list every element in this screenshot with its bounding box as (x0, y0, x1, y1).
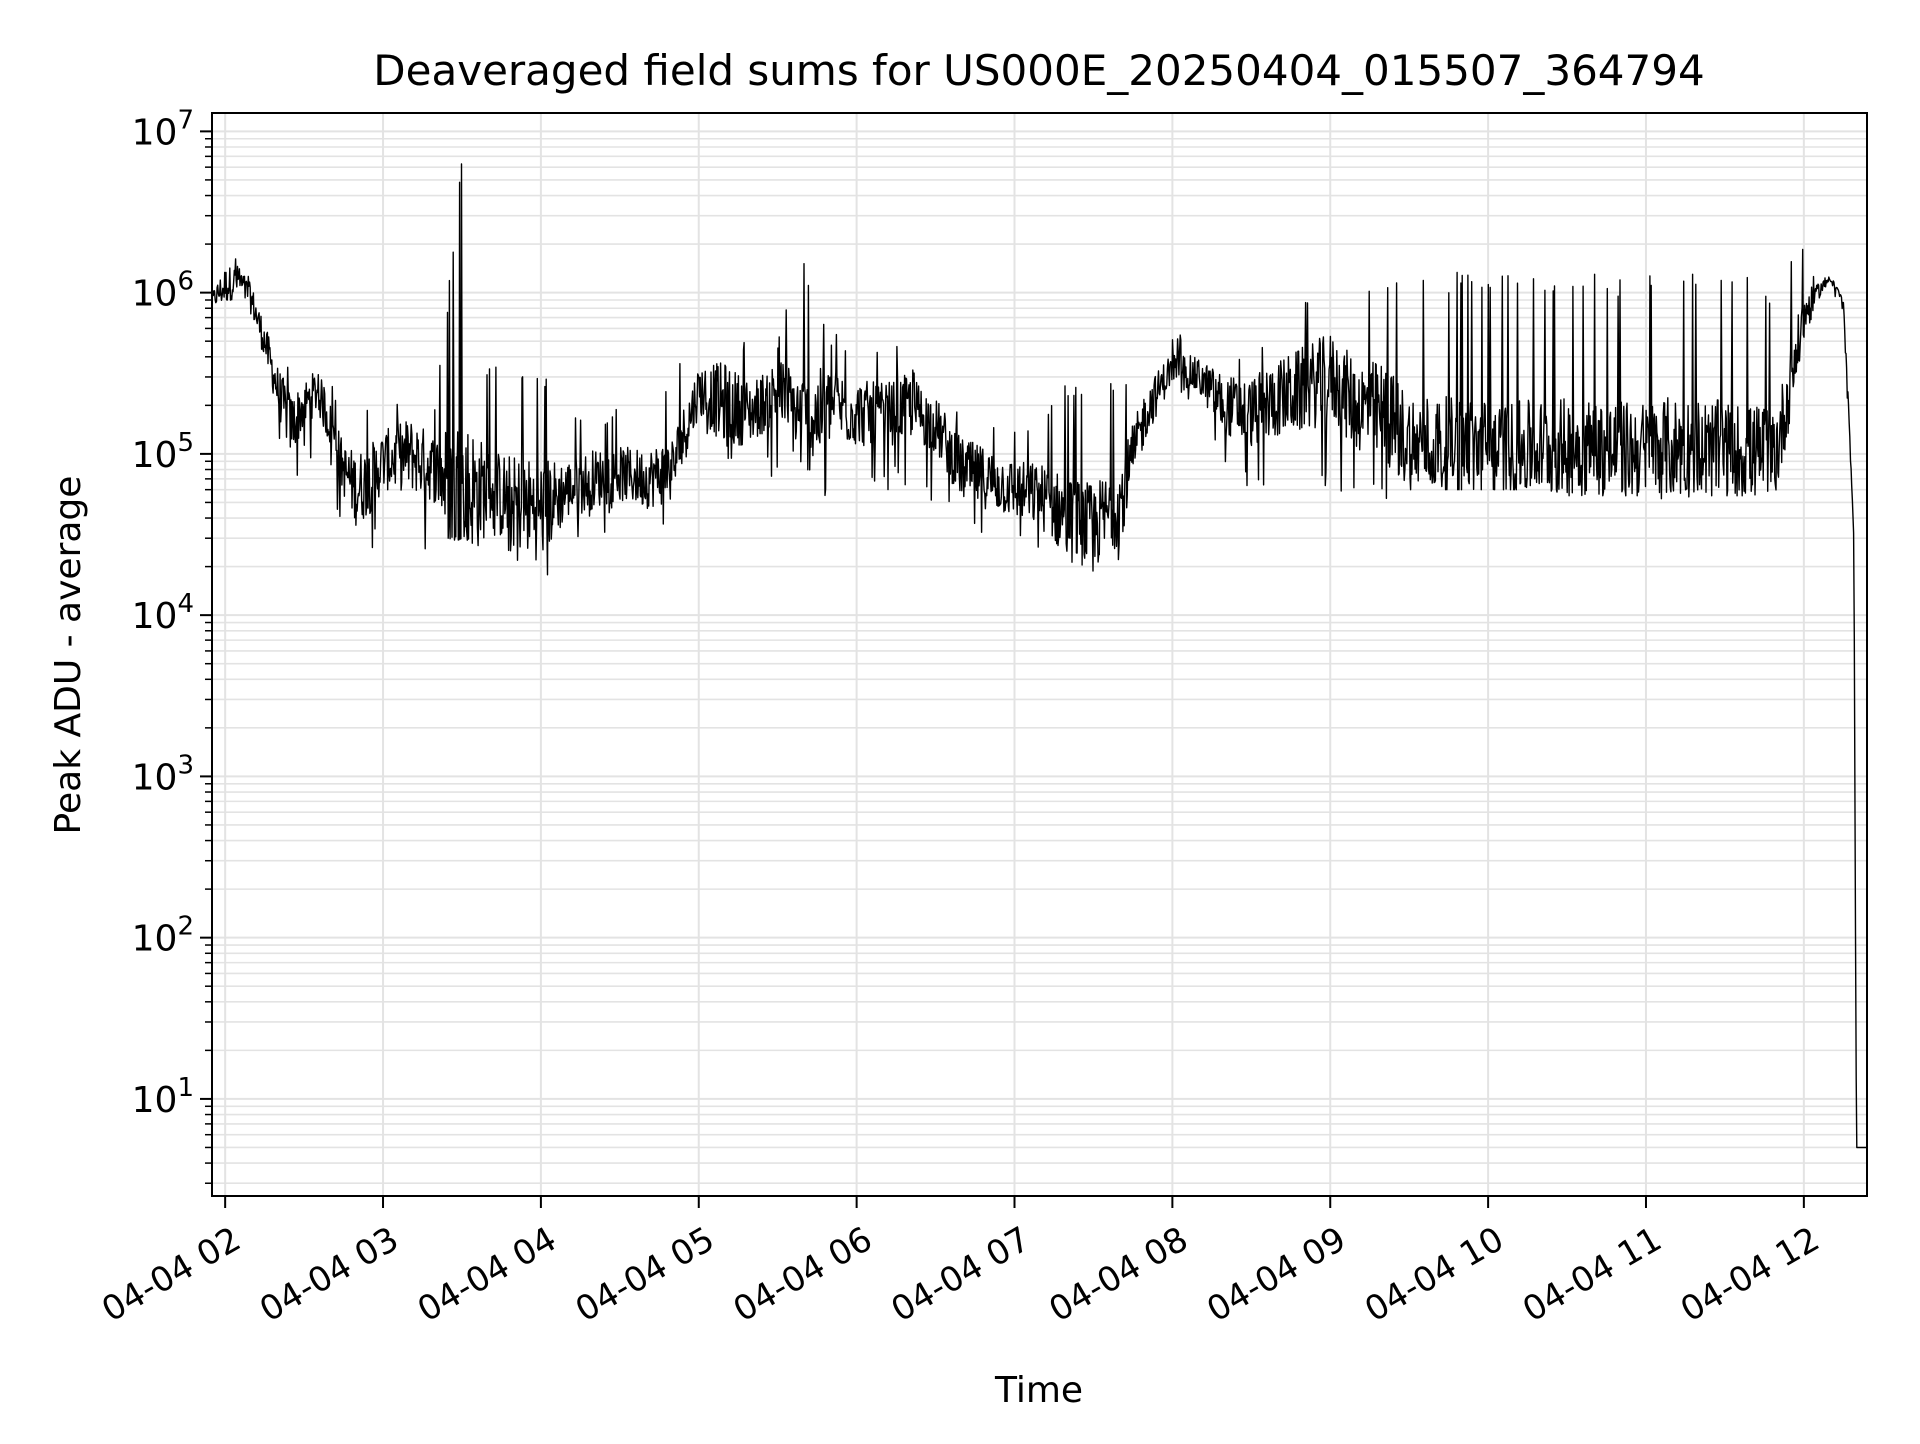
x-axis-label: Time (994, 1370, 1083, 1411)
chart-title: Deaveraged field sums for US000E_2025040… (373, 46, 1704, 95)
y-axis-label: Peak ADU - average (48, 476, 89, 835)
